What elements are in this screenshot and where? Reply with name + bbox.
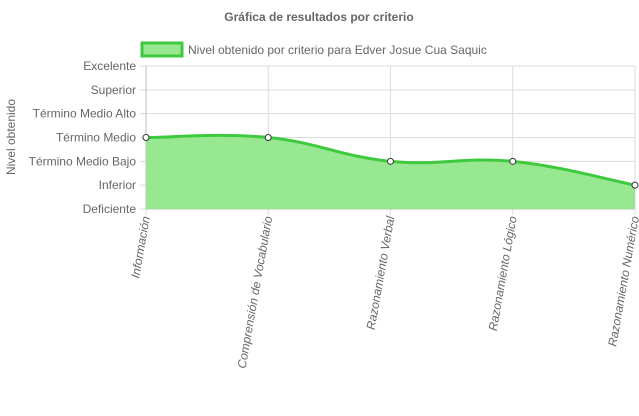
y-tick-label: Deficiente (83, 202, 137, 216)
data-point[interactable] (631, 181, 639, 189)
data-point[interactable] (509, 157, 517, 165)
series-area-fill (146, 135, 635, 209)
data-point[interactable] (264, 134, 272, 141)
x-tick-label: Comprensión de Vocabulario (235, 215, 276, 370)
y-tick-label: Término Medio Bajo (29, 154, 137, 168)
y-tick-label: Término Medio (56, 131, 136, 145)
x-tick-label: Información (128, 215, 153, 279)
y-axis-title: Nivel obtenido (4, 99, 18, 175)
y-tick-label: Inferior (99, 178, 136, 192)
y-tick-label: Superior (91, 83, 136, 97)
data-points (142, 134, 639, 189)
x-axis-ticks: Información Comprensión de Vocabulario Raz… (128, 215, 639, 370)
y-tick-label: Excelente (83, 59, 136, 73)
y-tick-label: Término Medio Alto (33, 107, 137, 121)
y-axis-ticks: Deficiente Inferior Término Medio Bajo Térm… (29, 59, 137, 216)
legend-swatch (140, 41, 184, 58)
legend[interactable]: Nivel obtenido por criterio para Edver J… (140, 41, 487, 58)
chart-title: Gráfica de resultados por criterio (224, 10, 413, 24)
data-point[interactable] (142, 134, 150, 141)
legend-label: Nivel obtenido por criterio para Edver J… (188, 43, 487, 57)
x-tick-label: Razonamiento Lógico (486, 215, 520, 332)
data-point[interactable] (387, 157, 394, 165)
x-tick-label: Razonamiento Verbal (364, 215, 398, 331)
x-tick-label: Razonamiento Numérico (605, 215, 639, 348)
